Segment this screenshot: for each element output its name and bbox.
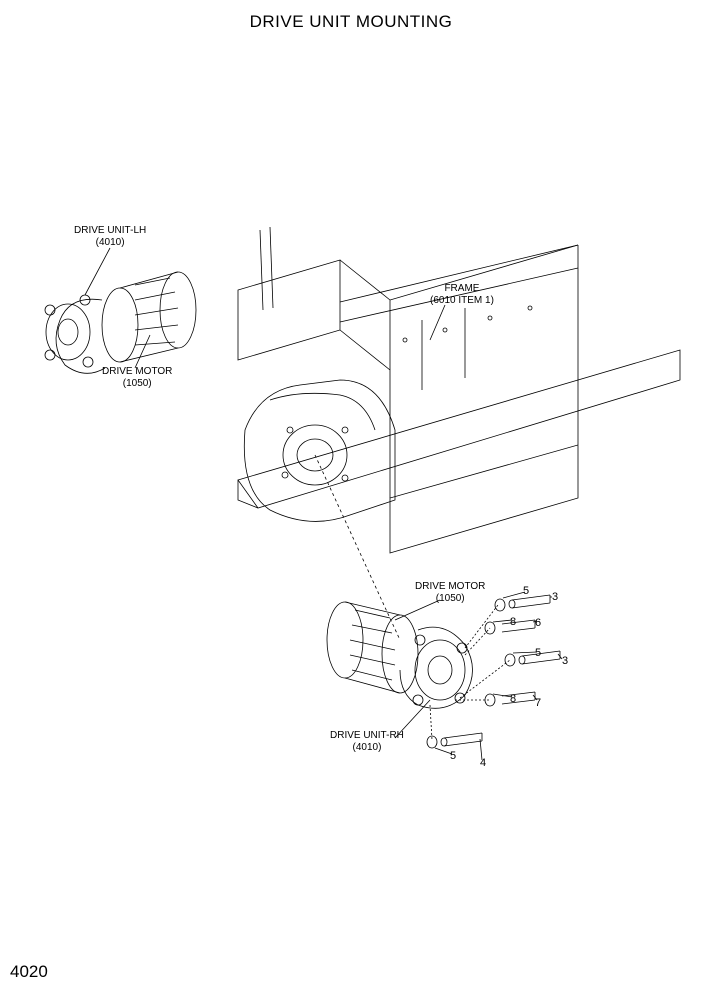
diagram-svg xyxy=(0,0,702,992)
